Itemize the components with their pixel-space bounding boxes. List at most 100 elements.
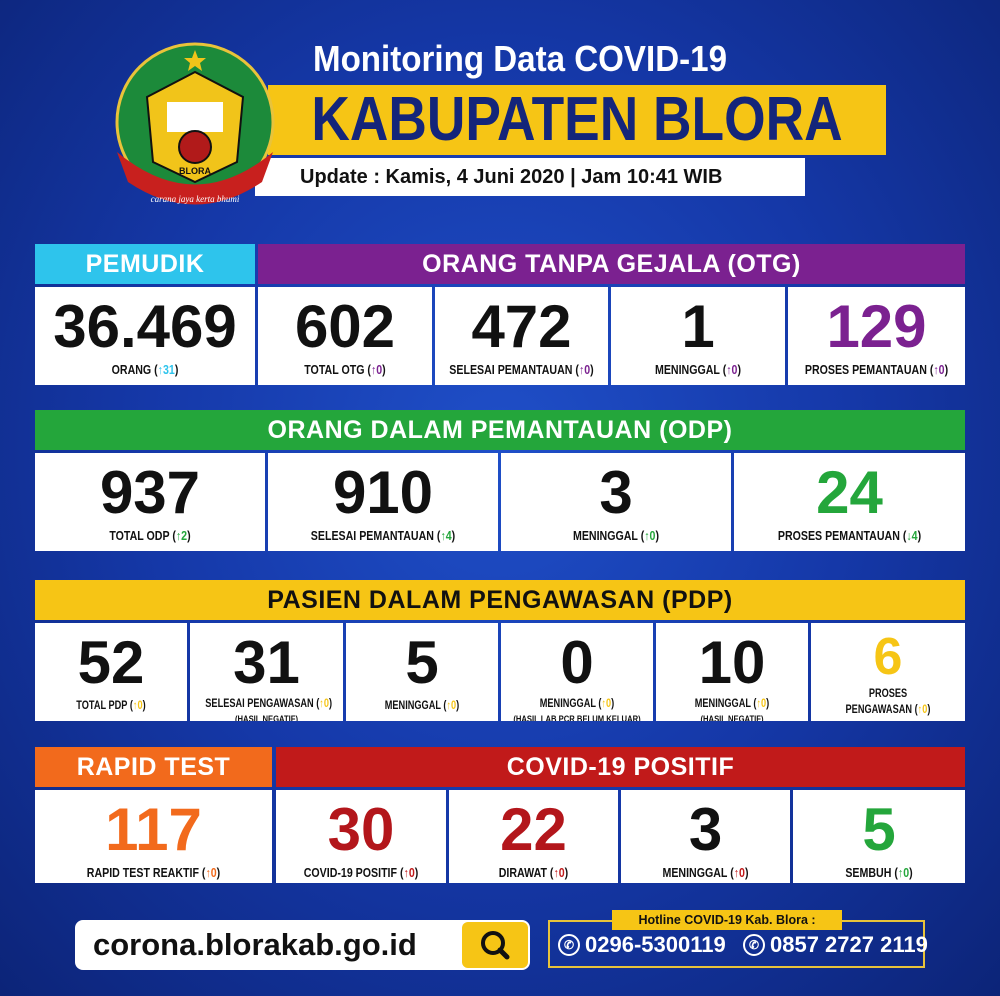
stat-label-text: MENINGGAL bbox=[662, 866, 728, 880]
stat-label: PROSES PEMANTAUAN (↓4) bbox=[777, 529, 922, 543]
stat-value: 22 bbox=[500, 796, 567, 863]
stat-value: 3 bbox=[688, 796, 723, 863]
stat-label-text: MENINGGAL bbox=[654, 363, 720, 377]
whatsapp-text[interactable]: 0857 2727 2119 bbox=[770, 932, 928, 957]
stat-label-text: ORANG bbox=[111, 363, 152, 377]
stat-card-covid: 22 DIRAWAT (↑0) bbox=[449, 790, 618, 883]
stat-label: SELESAI PEMANTAUAN (↑0) bbox=[449, 363, 594, 377]
stat-card-odp: 24 PROSES PEMANTAUAN (↓4) bbox=[734, 453, 965, 551]
stat-note: (HASIL NEGATIF) bbox=[700, 714, 764, 721]
blora-logo-icon: BLORA carana jaya kerta bhumi bbox=[115, 42, 275, 205]
stat-label: MENINGGAL (↑0) bbox=[539, 698, 615, 710]
stat-label: SELESAI PEMANTAUAN (↑4) bbox=[310, 529, 456, 543]
section-header-pdp: PASIEN DALAM PENGAWASAN (PDP) bbox=[35, 580, 965, 620]
stat-delta: ↑0 bbox=[446, 700, 457, 712]
whatsapp-number[interactable]: ✆ 0857 2727 2119 bbox=[743, 933, 928, 957]
update-timestamp: Update : Kamis, 4 Juni 2020 | Jam 10:41 … bbox=[255, 158, 805, 196]
section-header-otg: ORANG TANPA GEJALA (OTG) bbox=[258, 244, 965, 284]
stat-label: TOTAL PDP (↑0) bbox=[76, 700, 146, 712]
stat-card-pdp: 10 MENINGGAL (↑0) (HASIL NEGATIF) bbox=[656, 623, 808, 721]
stat-card-pdp: 52 TOTAL PDP (↑0) bbox=[35, 623, 187, 721]
hotline-label: Hotline COVID-19 Kab. Blora : bbox=[612, 910, 842, 930]
stat-delta: ↑2 bbox=[175, 529, 188, 543]
stat-label: RAPID TEST REAKTIF (↑0) bbox=[86, 866, 221, 880]
stat-label: COVID-19 POSITIF (↑0) bbox=[303, 866, 419, 880]
section-header-odp: ORANG DALAM PEMANTAUAN (ODP) bbox=[35, 410, 965, 450]
stat-value: 1 bbox=[681, 293, 715, 360]
stat-card-covid: 30 COVID-19 POSITIF (↑0) bbox=[276, 790, 446, 883]
stat-delta: ↑0 bbox=[733, 866, 745, 880]
stat-label: SELESAI PENGAWASAN (↑0) bbox=[205, 698, 333, 710]
section-header-covid: COVID-19 POSITIF bbox=[276, 747, 965, 787]
stat-card-otg: 36.469 ORANG (↑31) bbox=[35, 287, 255, 385]
stat-label: TOTAL ODP (↑2) bbox=[109, 529, 191, 543]
stat-label-text: MENINGGAL bbox=[539, 698, 596, 710]
stat-label-text: RAPID TEST REAKTIF bbox=[86, 866, 199, 880]
stat-value: 36.469 bbox=[53, 293, 237, 360]
stat-value: 937 bbox=[99, 459, 201, 526]
region-banner: KABUPATEN BLORA bbox=[268, 85, 886, 155]
stat-value: 6 bbox=[873, 628, 903, 686]
phone-text[interactable]: 0296-5300119 bbox=[585, 932, 726, 957]
stat-note: (HASIL LAB PCR BELUM KELUAR) bbox=[513, 714, 641, 721]
stat-card-odp: 937 TOTAL ODP (↑2) bbox=[35, 453, 265, 551]
stat-delta: ↑0 bbox=[601, 698, 612, 710]
stat-delta: ↑0 bbox=[578, 363, 591, 377]
stat-card-covid: 5 SEMBUH (↑0) bbox=[793, 790, 965, 883]
whatsapp-icon: ✆ bbox=[743, 934, 765, 956]
stat-label-text: DIRAWAT bbox=[498, 866, 547, 880]
page-title: Monitoring Data COVID-19 bbox=[312, 38, 728, 79]
website-link[interactable]: corona.blorakab.go.id bbox=[75, 920, 530, 970]
stat-note: (HASIL NEGATIF) bbox=[234, 714, 299, 721]
stat-value: 30 bbox=[327, 796, 395, 863]
search-button[interactable] bbox=[462, 922, 528, 968]
stat-value: 10 bbox=[698, 629, 766, 696]
stat-label: MENINGGAL (↑0) bbox=[662, 866, 749, 880]
stat-label-text: TOTAL PDP bbox=[76, 700, 128, 712]
region-title: KABUPATEN BLORA bbox=[311, 85, 843, 154]
section-header-covid: RAPID TEST bbox=[35, 747, 272, 787]
phone-number[interactable]: ✆ 0296-5300119 bbox=[558, 933, 726, 957]
stat-value: 117 bbox=[105, 796, 202, 863]
stat-card-pdp: 5 MENINGGAL (↑0) bbox=[346, 623, 498, 721]
stat-label-text: MENINGGAL bbox=[694, 698, 751, 710]
stat-label-text: TOTAL OTG bbox=[304, 363, 365, 377]
stat-delta: ↑0 bbox=[933, 363, 945, 377]
stat-delta: ↑0 bbox=[205, 866, 217, 880]
stat-label-text: PROSES PEMANTAUAN bbox=[777, 529, 900, 543]
stat-label: MENINGGAL (↑0) bbox=[694, 698, 770, 710]
stat-delta: ↑0 bbox=[370, 363, 383, 377]
stat-label-text: SELESAI PEMANTAUAN bbox=[449, 363, 573, 377]
stat-value: 31 bbox=[233, 629, 300, 696]
stat-label-text: SELESAI PEMANTAUAN bbox=[310, 529, 434, 543]
stat-label: ORANG (↑31) bbox=[111, 363, 179, 377]
stat-value: 129 bbox=[826, 293, 927, 360]
stat-card-odp: 3 MENINGGAL (↑0) bbox=[501, 453, 731, 551]
stat-delta: ↑31 bbox=[157, 363, 175, 377]
stat-label: PROSES bbox=[826, 687, 949, 702]
stat-label-text: TOTAL ODP bbox=[109, 529, 170, 543]
stat-label-text: PENGAWASAN bbox=[845, 704, 913, 716]
stat-label: TOTAL OTG (↑0) bbox=[304, 363, 386, 377]
stat-delta: ↑0 bbox=[403, 866, 415, 880]
stat-card-otg: 602 TOTAL OTG (↑0) bbox=[258, 287, 432, 385]
stat-label: SEMBUH (↑0) bbox=[845, 866, 913, 880]
stat-label: PROSES PEMANTAUAN (↑0) bbox=[804, 363, 949, 377]
stat-card-pdp: 31 SELESAI PENGAWASAN (↑0) (HASIL NEGATIF) bbox=[190, 623, 343, 721]
stat-card-covid: 117 RAPID TEST REAKTIF (↑0) bbox=[35, 790, 272, 883]
stat-label-text: COVID-19 POSITIF bbox=[303, 866, 398, 880]
stat-delta: ↑0 bbox=[644, 529, 656, 543]
stat-delta: ↑0 bbox=[553, 866, 565, 880]
stat-label: DIRAWAT (↑0) bbox=[498, 866, 569, 880]
stat-card-pdp: 6 PROSES PENGAWASAN (↑0) bbox=[811, 623, 965, 721]
logo-motto: carana jaya kerta bhumi bbox=[151, 194, 240, 204]
stat-value: 5 bbox=[862, 796, 896, 863]
stat-card-otg: 472 SELESAI PEMANTAUAN (↑0) bbox=[435, 287, 608, 385]
stat-delta: ↑0 bbox=[917, 704, 928, 716]
stat-label-text: MENINGGAL bbox=[384, 700, 441, 712]
stat-label-line2: PENGAWASAN (↑0) bbox=[845, 704, 931, 716]
stat-label-text: PROSES bbox=[868, 688, 908, 700]
stat-value: 602 bbox=[294, 293, 396, 360]
stat-delta: ↑0 bbox=[319, 698, 330, 710]
stat-value: 910 bbox=[332, 459, 434, 526]
